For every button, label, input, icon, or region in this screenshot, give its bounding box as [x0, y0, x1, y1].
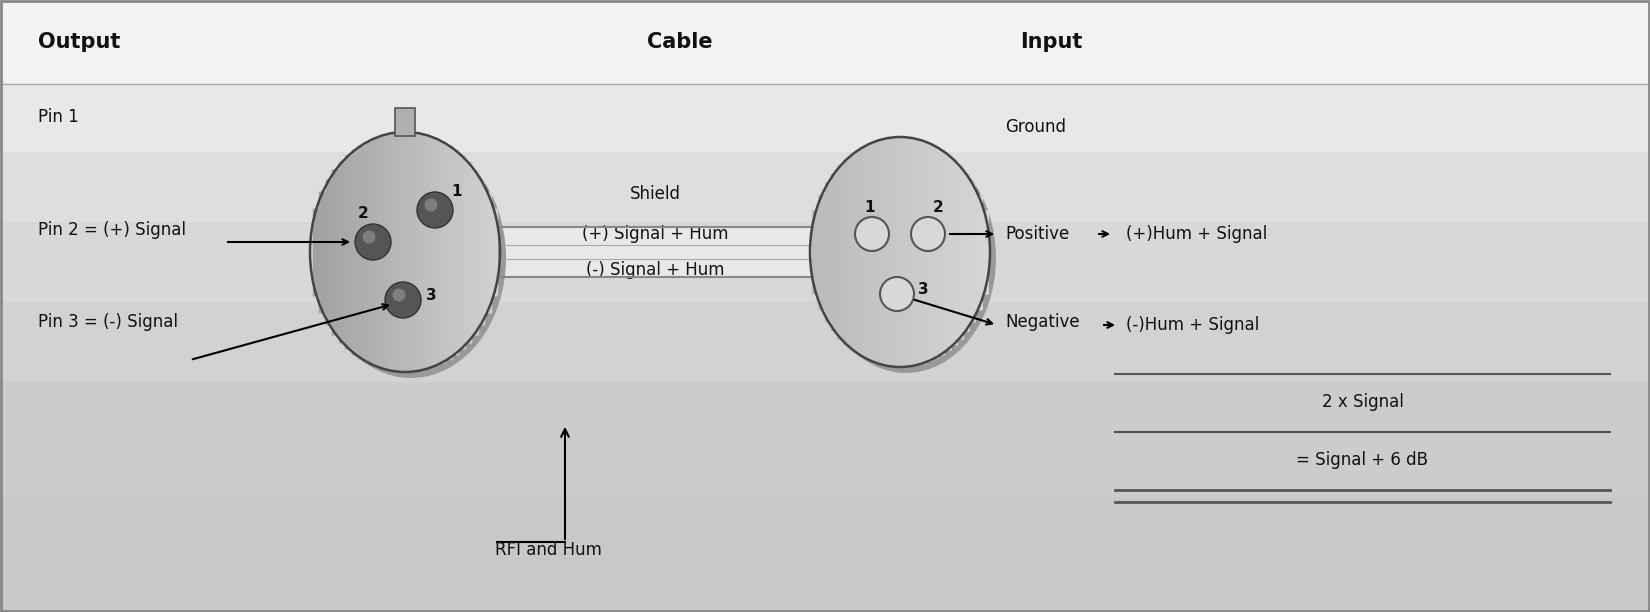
Circle shape: [424, 198, 437, 212]
Text: = Signal + 6 dB: = Signal + 6 dB: [1297, 451, 1429, 469]
Text: RFI and Hum: RFI and Hum: [495, 541, 602, 559]
Text: Shield: Shield: [630, 185, 680, 203]
Text: 3: 3: [426, 288, 436, 302]
Text: Positive: Positive: [1005, 225, 1069, 243]
Circle shape: [363, 231, 376, 244]
Bar: [0, 152, 1650, 222]
Text: 1: 1: [452, 184, 462, 200]
Bar: [0, 222, 1650, 302]
Bar: [0, 497, 1650, 612]
Text: Pin 2 = (+) Signal: Pin 2 = (+) Signal: [38, 221, 186, 239]
Text: Ground: Ground: [1005, 118, 1066, 136]
Bar: [0, 84, 1650, 152]
Bar: [0, 382, 1650, 497]
Bar: [498, 227, 812, 277]
Text: (+)Hum + Signal: (+)Hum + Signal: [1125, 225, 1267, 243]
Text: 2: 2: [358, 206, 368, 222]
Circle shape: [879, 277, 914, 311]
Text: Pin 1: Pin 1: [38, 108, 79, 126]
Text: Input: Input: [1020, 32, 1082, 52]
Text: Negative: Negative: [1005, 313, 1079, 331]
Circle shape: [384, 282, 421, 318]
Text: 1: 1: [865, 201, 874, 215]
Circle shape: [855, 217, 889, 251]
Text: 2 x Signal: 2 x Signal: [1322, 393, 1404, 411]
Text: Cable: Cable: [647, 32, 713, 52]
Text: Pin 3 = (-) Signal: Pin 3 = (-) Signal: [38, 313, 178, 331]
Text: 2: 2: [932, 201, 944, 215]
Bar: [0, 0, 1650, 84]
Circle shape: [393, 288, 406, 302]
Bar: [0, 302, 1650, 382]
Circle shape: [417, 192, 454, 228]
Text: Output: Output: [38, 32, 120, 52]
Ellipse shape: [317, 138, 507, 378]
Text: (+) Signal + Hum: (+) Signal + Hum: [582, 225, 728, 243]
Circle shape: [911, 217, 945, 251]
Bar: [394, 108, 416, 136]
Text: (-) Signal + Hum: (-) Signal + Hum: [586, 261, 724, 279]
Circle shape: [355, 224, 391, 260]
Ellipse shape: [817, 143, 997, 373]
Text: (-)Hum + Signal: (-)Hum + Signal: [1125, 316, 1259, 334]
Text: 3: 3: [917, 283, 929, 297]
